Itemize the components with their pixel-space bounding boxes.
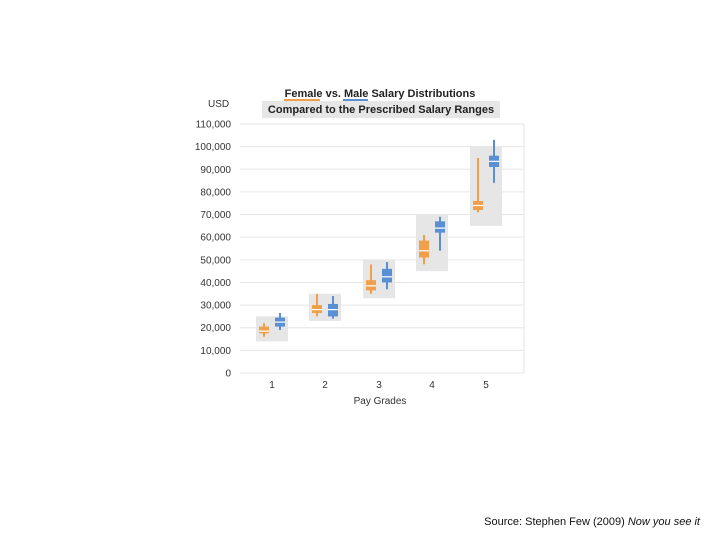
- y-tick-label: 70,000: [200, 210, 231, 221]
- x-tick-label: 3: [376, 380, 382, 391]
- male-box: [435, 216, 445, 251]
- male-box: [328, 296, 338, 319]
- male-box: [275, 313, 285, 330]
- salary-ranges: [256, 146, 502, 342]
- iqr-box: [382, 268, 392, 283]
- male-box: [489, 139, 499, 183]
- y-tick-label: 10,000: [200, 346, 231, 357]
- y-tick-label: 80,000: [200, 187, 231, 198]
- iqr-box: [435, 221, 445, 233]
- chart-title: Female vs. Male Salary Distributions Com…: [262, 88, 500, 118]
- x-axis-label: Pay Grades: [354, 396, 407, 407]
- female-box: [419, 234, 429, 265]
- y-tick-label: 20,000: [200, 323, 231, 334]
- y-tick-label: 90,000: [200, 165, 231, 176]
- y-tick-label: 100,000: [195, 142, 232, 153]
- y-tick-label: 60,000: [200, 233, 231, 244]
- female-box: [473, 157, 483, 213]
- iqr-box: [419, 240, 429, 258]
- x-tick-labels: 1 2 3 4 5: [269, 380, 489, 391]
- y-tick-label: 30,000: [200, 301, 231, 312]
- iqr-box: [259, 326, 269, 334]
- y-tick-label: 110,000: [196, 120, 232, 131]
- boxes: [259, 139, 499, 337]
- source-prefix: Source: Stephen Few (2009): [484, 516, 628, 528]
- title-line2: Compared to the Prescribed Salary Ranges: [268, 104, 494, 116]
- x-tick-label: 1: [269, 380, 275, 391]
- source-citation: Source: Stephen Few (2009) Now you see i…: [484, 516, 700, 528]
- y-tick-label: 50,000: [200, 255, 231, 266]
- female-box: [312, 293, 322, 317]
- y-axis-label: USD: [208, 99, 229, 110]
- source-book-title: Now you see it: [627, 516, 700, 528]
- x-tick-label: 2: [322, 380, 328, 391]
- y-tick-label: 40,000: [200, 278, 231, 289]
- male-box: [382, 262, 392, 290]
- y-tick-label: 0: [225, 369, 231, 380]
- title-line1: Female vs. Male Salary Distributions: [285, 88, 476, 100]
- x-tick-label: 4: [429, 380, 435, 391]
- female-box: [366, 264, 376, 294]
- y-tick-labels: 0 10,000 20,000 30,000 40,000 50,000 60,000 70,…: [195, 120, 232, 380]
- female-box: [259, 323, 269, 337]
- title-line2-highlight: [262, 101, 500, 118]
- x-tick-label: 5: [483, 380, 489, 391]
